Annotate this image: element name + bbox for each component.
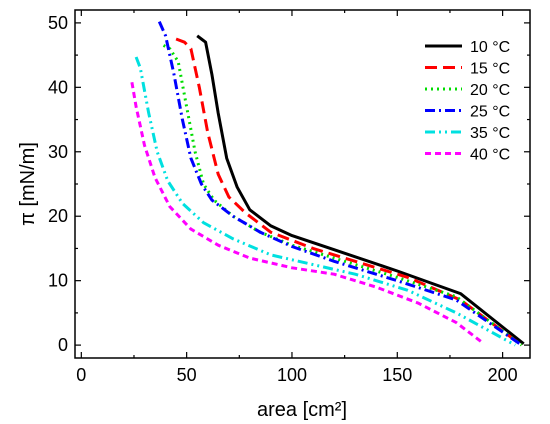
legend-label-1: 10 °C <box>470 39 510 56</box>
x-tick-label: 0 <box>76 365 86 385</box>
series-line-2 <box>175 37 523 347</box>
y-axis-title: π [mN/m] <box>17 142 39 226</box>
legend-label-2: 15 °C <box>470 61 510 78</box>
legend-label-3: 20 °C <box>470 82 510 99</box>
series-line-3 <box>162 44 523 347</box>
series-line-6 <box>130 81 483 344</box>
axis-ticks: 0 50 100 150 200 0 10 20 30 40 50 <box>48 10 530 385</box>
x-tick-label: 100 <box>277 365 307 385</box>
x-axis-title: area [cm²] <box>257 399 347 421</box>
x-tick-label: 50 <box>177 365 197 385</box>
series-line-5 <box>134 56 517 347</box>
series-line-1 <box>196 34 525 345</box>
legend: 10 °C 15 °C 20 °C 25 °C 35 °C 40 °C <box>425 39 510 164</box>
plot-frame <box>74 9 531 359</box>
legend-label-5: 35 °C <box>470 125 510 142</box>
y-tick-label: 40 <box>48 77 68 97</box>
x-tick-label: 200 <box>488 365 518 385</box>
legend-label-6: 40 °C <box>470 147 510 164</box>
x-tick-label: 150 <box>382 365 412 385</box>
y-tick-label: 30 <box>48 142 68 162</box>
y-tick-label: 10 <box>48 271 68 291</box>
series-line-4 <box>157 20 523 347</box>
y-tick-label: 50 <box>48 13 68 33</box>
legend-label-4: 25 °C <box>470 104 510 121</box>
y-tick-label: 20 <box>48 206 68 226</box>
series-lines <box>130 20 525 347</box>
y-tick-label: 0 <box>58 335 68 355</box>
